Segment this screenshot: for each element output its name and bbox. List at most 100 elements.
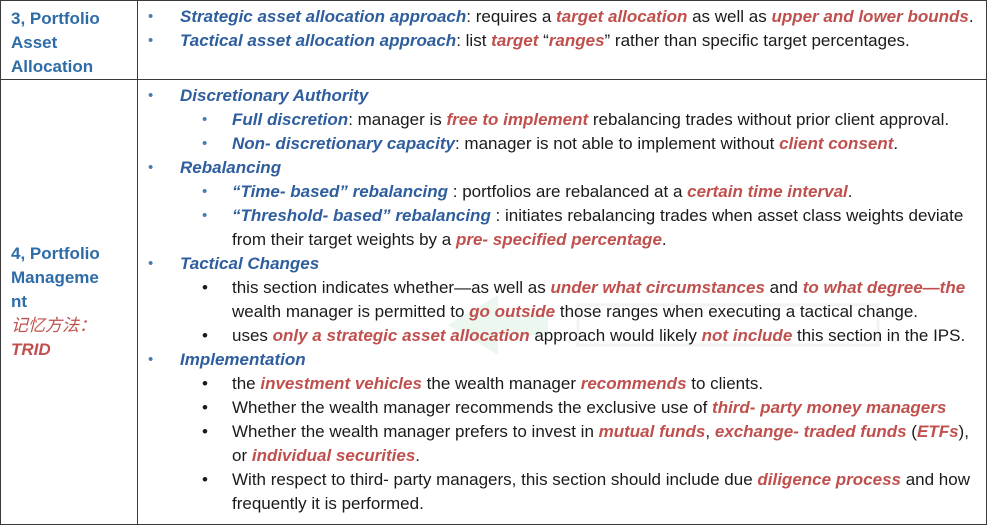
row2-label-line: nt xyxy=(11,292,28,311)
body-text: as well as xyxy=(687,7,772,26)
bullet-icon: • xyxy=(202,135,208,152)
sub-list-item: • “Threshold- based” rebalancing : initia… xyxy=(146,204,980,252)
term-text: “Threshold- based” rebalancing xyxy=(232,206,491,225)
bullet-icon: • xyxy=(148,87,154,104)
mnemonic-label: 记忆方法： xyxy=(11,316,96,335)
sub-list-item: • the investment vehicles the wealth mana… xyxy=(146,372,980,396)
body-text: the xyxy=(232,374,261,393)
body-text: the wealth manager xyxy=(421,374,581,393)
body-text: wealth manager is permitted to xyxy=(232,302,470,321)
row1-label-line: Allocation xyxy=(11,57,94,76)
section-heading: • Implementation xyxy=(146,348,980,372)
section-heading: • Discretionary Authority xyxy=(146,84,980,108)
sub-list-item: • uses only a strategic asset allocation … xyxy=(146,324,980,348)
bullet-icon: • xyxy=(148,8,154,25)
bullet-icon: • xyxy=(202,183,208,200)
mnemonic-value: TRID xyxy=(11,340,51,359)
body-text: : requires a xyxy=(466,7,557,26)
bullet-icon: • xyxy=(202,207,208,224)
body-text: approach would likely xyxy=(529,326,702,345)
body-text: those ranges when executing a tactical c… xyxy=(555,302,919,321)
keyword-text: only a strategic asset allocation xyxy=(272,326,530,345)
row1-content-cell: • Strategic asset allocation approach: re… xyxy=(137,0,987,80)
keyword-text: third- party money managers xyxy=(712,398,947,417)
row2-label-line: 4, Portfolio xyxy=(11,244,100,263)
section-heading-text: Tactical Changes xyxy=(180,254,320,273)
keyword-text: mutual funds xyxy=(598,422,706,441)
sub-list-item: • Full discretion: manager is free to imp… xyxy=(146,108,980,132)
row1-bullet-list: • Strategic asset allocation approach: re… xyxy=(146,5,980,53)
body-text: . xyxy=(968,7,974,26)
keyword-text: pre- specified percentage xyxy=(455,230,662,249)
section-heading: • Rebalancing xyxy=(146,156,980,180)
keyword-text: client consent xyxy=(779,134,894,153)
sub-list-item: • With respect to third- party managers, … xyxy=(146,468,980,516)
row1-label-line: 3, Portfolio xyxy=(11,9,100,28)
section-heading-text: Implementation xyxy=(180,350,306,369)
body-text: ” rather than specific target percentage… xyxy=(604,31,910,50)
row1-label-line: Asset xyxy=(11,33,58,52)
body-text: : portfolios are rebalanced at a xyxy=(448,182,688,201)
row-portfolio-asset-allocation: 3, Portfolio Asset Allocation • Strategic… xyxy=(0,0,987,80)
row2-label-line: Manageme xyxy=(11,268,99,287)
keyword-text: recommends xyxy=(580,374,687,393)
keyword-text: free to implement xyxy=(446,110,589,129)
body-text: and how frequently it is performed. xyxy=(232,470,970,513)
term-text: Strategic asset allocation approach xyxy=(180,7,467,26)
body-text: rebalancing trades without prior client … xyxy=(588,110,950,129)
body-text: : list xyxy=(456,31,492,50)
bullet-icon: • xyxy=(202,422,208,441)
row2-bullet-list: • Discretionary Authority • Full discretion… xyxy=(146,84,980,516)
keyword-text: ranges xyxy=(548,31,605,50)
body-text: . xyxy=(893,134,899,153)
body-text: “ xyxy=(538,31,549,50)
body-text: Whether the wealth manager recommends th… xyxy=(232,398,713,417)
section-heading-text: Rebalancing xyxy=(180,158,282,177)
row1-label-cell: 3, Portfolio Asset Allocation xyxy=(0,0,138,80)
sub-list-item: • this section indicates whether—as well … xyxy=(146,276,980,324)
sub-list-item: • Non- discretionary capacity: manager is… xyxy=(146,132,980,156)
keyword-text: target xyxy=(491,31,539,50)
body-text: . xyxy=(415,446,421,465)
body-text: With respect to third- party managers, t… xyxy=(232,470,758,489)
list-item: • Strategic asset allocation approach: re… xyxy=(146,5,980,29)
row-portfolio-management: 4, Portfolio Manageme nt 记忆方法： TRID • Dis… xyxy=(0,79,987,525)
term-text: Non- discretionary capacity xyxy=(232,134,455,153)
body-text: : manager is xyxy=(348,110,447,129)
keyword-text: ETFs xyxy=(916,422,959,441)
bullet-icon: • xyxy=(148,159,154,176)
body-text: this section indicates whether—as well a… xyxy=(232,278,551,297)
keyword-text: target allocation xyxy=(556,7,688,26)
keyword-text: upper and lower bounds xyxy=(771,7,969,26)
body-text: ( xyxy=(906,422,917,441)
keyword-text: not include xyxy=(701,326,793,345)
keyword-text: exchange- traded funds xyxy=(714,422,907,441)
list-item: • Tactical asset allocation approach: lis… xyxy=(146,29,980,53)
body-text: , xyxy=(705,422,715,441)
bullet-icon: • xyxy=(148,32,154,49)
body-text: this section in the IPS. xyxy=(792,326,966,345)
bullet-icon: • xyxy=(202,111,208,128)
sub-list-item: • “Time- based” rebalancing : portfolios … xyxy=(146,180,980,204)
body-text: : manager is not able to implement witho… xyxy=(454,134,780,153)
body-text: and xyxy=(764,278,803,297)
keyword-text: investment vehicles xyxy=(260,374,422,393)
bullet-icon: • xyxy=(148,255,154,272)
body-text: . xyxy=(847,182,853,201)
bullet-icon: • xyxy=(202,398,208,417)
sub-list-item: • Whether the wealth manager recommends t… xyxy=(146,396,980,420)
row2-content-cell: • Discretionary Authority • Full discretion… xyxy=(137,79,987,525)
body-text: ), or xyxy=(232,422,969,465)
section-heading-text: Discretionary Authority xyxy=(180,86,369,105)
keyword-text: diligence process xyxy=(757,470,901,489)
body-text: . xyxy=(661,230,667,249)
bullet-icon: • xyxy=(148,351,154,368)
bullet-icon: • xyxy=(202,326,208,345)
keyword-text: go outside xyxy=(469,302,556,321)
keyword-text: individual securities xyxy=(251,446,416,465)
bullet-icon: • xyxy=(202,278,208,297)
bullet-icon: • xyxy=(202,374,208,393)
body-text: : initiates rebalancing trades when asse… xyxy=(232,206,964,249)
body-text: Whether the wealth manager prefers to in… xyxy=(232,422,599,441)
